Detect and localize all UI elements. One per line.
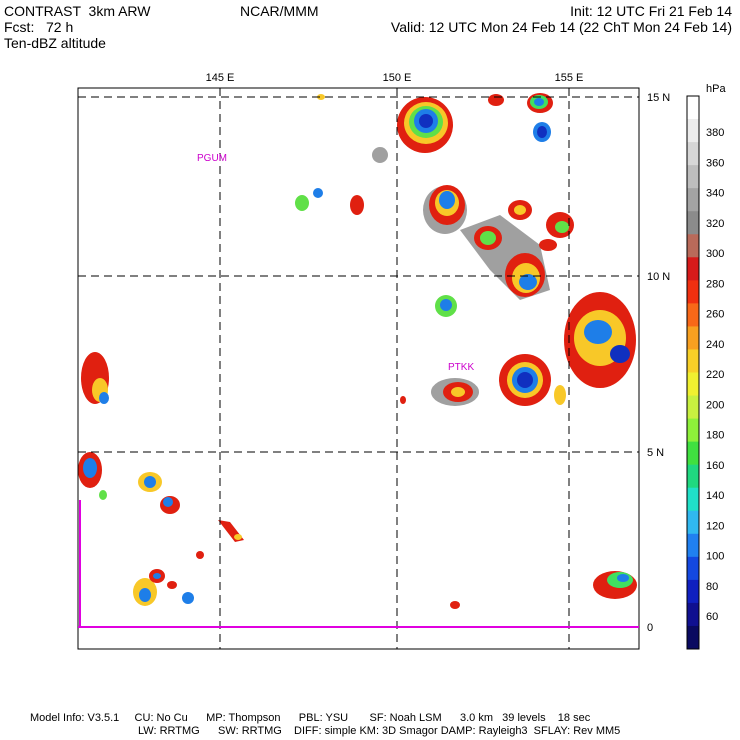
colorbar-segment xyxy=(687,326,699,350)
colorbar-label: 380 xyxy=(706,127,724,139)
colorbar-segment xyxy=(687,487,699,512)
storm-cell xyxy=(423,185,467,234)
colorbar-segment xyxy=(687,234,699,258)
storm-cell xyxy=(527,93,553,142)
storm-cell xyxy=(460,215,550,300)
init-time: Init: 12 UTC Fri 21 Feb 14 xyxy=(570,3,732,19)
colorbar-segment xyxy=(687,441,699,466)
radar-echoes xyxy=(78,93,637,609)
storm-cell xyxy=(295,94,504,215)
colorbar-segment xyxy=(687,303,699,327)
colorbar-segment xyxy=(687,464,699,489)
colorbar-segment xyxy=(687,257,699,281)
storm-cell xyxy=(397,97,453,153)
storm-cell xyxy=(78,452,180,514)
colorbar-label: 300 xyxy=(706,248,724,260)
model-info-line2: LW: RRTMG SW: RRTMG DIFF: simple KM: 3D … xyxy=(138,725,621,737)
colorbar-label: 200 xyxy=(706,399,724,411)
colorbar-label: 320 xyxy=(706,218,724,230)
colorbar-segment xyxy=(687,625,699,650)
storm-cell xyxy=(499,354,566,406)
lon-label: 145 E xyxy=(206,72,235,84)
colorbar-segment xyxy=(687,349,699,373)
lat-lon-grid xyxy=(78,88,639,649)
colorbar-label: 140 xyxy=(706,490,724,502)
colorbar-segment xyxy=(687,96,699,120)
storm-cell xyxy=(81,352,109,404)
colorbar-segment xyxy=(687,211,699,235)
colorbar-label: 260 xyxy=(706,309,724,321)
storm-cell xyxy=(508,200,574,251)
colorbar-label: 220 xyxy=(706,369,724,381)
colorbar: 380 360 340 320 300 280 260 240 220 200 180 160 140 1… xyxy=(686,95,724,650)
field-name: Ten-dBZ altitude xyxy=(4,35,106,51)
organization-label: NCAR/MMM xyxy=(240,3,319,19)
colorbar-segment xyxy=(687,119,699,143)
colorbar-label: 60 xyxy=(706,611,718,623)
colorbar-segment xyxy=(687,188,699,212)
colorbar-label: 100 xyxy=(706,551,724,563)
colorbar-segment xyxy=(687,395,699,420)
storm-cell xyxy=(196,520,244,559)
colorbar-label: 360 xyxy=(706,157,724,169)
colorbar-label: 120 xyxy=(706,520,724,532)
lon-label: 155 E xyxy=(555,72,584,84)
station-label: PTKK xyxy=(448,362,474,373)
colorbar-segment xyxy=(687,510,699,535)
colorbar-segment xyxy=(687,556,699,581)
colorbar-segment xyxy=(687,165,699,189)
storm-cell xyxy=(435,295,457,317)
colorbar-segment xyxy=(687,579,699,604)
lat-label: 15 N xyxy=(647,92,670,104)
colorbar-label: 160 xyxy=(706,460,724,472)
colorbar-segment xyxy=(687,602,699,627)
storm-cell xyxy=(400,396,637,609)
storm-cell xyxy=(431,378,479,406)
colorbar-label: 80 xyxy=(706,581,718,593)
forecast-hour: Fcst: 72 h xyxy=(4,19,74,35)
colorbar-segment xyxy=(687,142,699,166)
colorbar-label: 180 xyxy=(706,430,724,442)
storm-cell xyxy=(564,292,636,388)
colorbar-frame xyxy=(686,95,700,650)
station-label: PGUM xyxy=(197,153,227,164)
valid-time: Valid: 12 UTC Mon 24 Feb 14 (22 ChT Mon … xyxy=(390,19,732,35)
colorbar-segment xyxy=(687,418,699,443)
colorbar-segment xyxy=(687,372,699,397)
plot-frame xyxy=(77,87,640,650)
storm-cell xyxy=(133,569,194,606)
lat-label: 0 xyxy=(647,622,653,634)
colorbar-label: 340 xyxy=(706,188,724,200)
colorbar-unit: hPa xyxy=(706,83,726,95)
model-title: CONTRAST 3km ARW xyxy=(4,3,151,19)
colorbar-segment xyxy=(687,533,699,558)
model-info-line1: Model Info: V3.5.1 CU: No Cu MP: Thompso… xyxy=(30,712,591,724)
lat-label: 10 N xyxy=(647,271,670,283)
colorbar-segment xyxy=(687,280,699,304)
colorbar-label: 280 xyxy=(706,278,724,290)
lon-label: 150 E xyxy=(383,72,412,84)
colorbar-label: 240 xyxy=(706,339,724,351)
lat-label: 5 N xyxy=(647,447,664,459)
